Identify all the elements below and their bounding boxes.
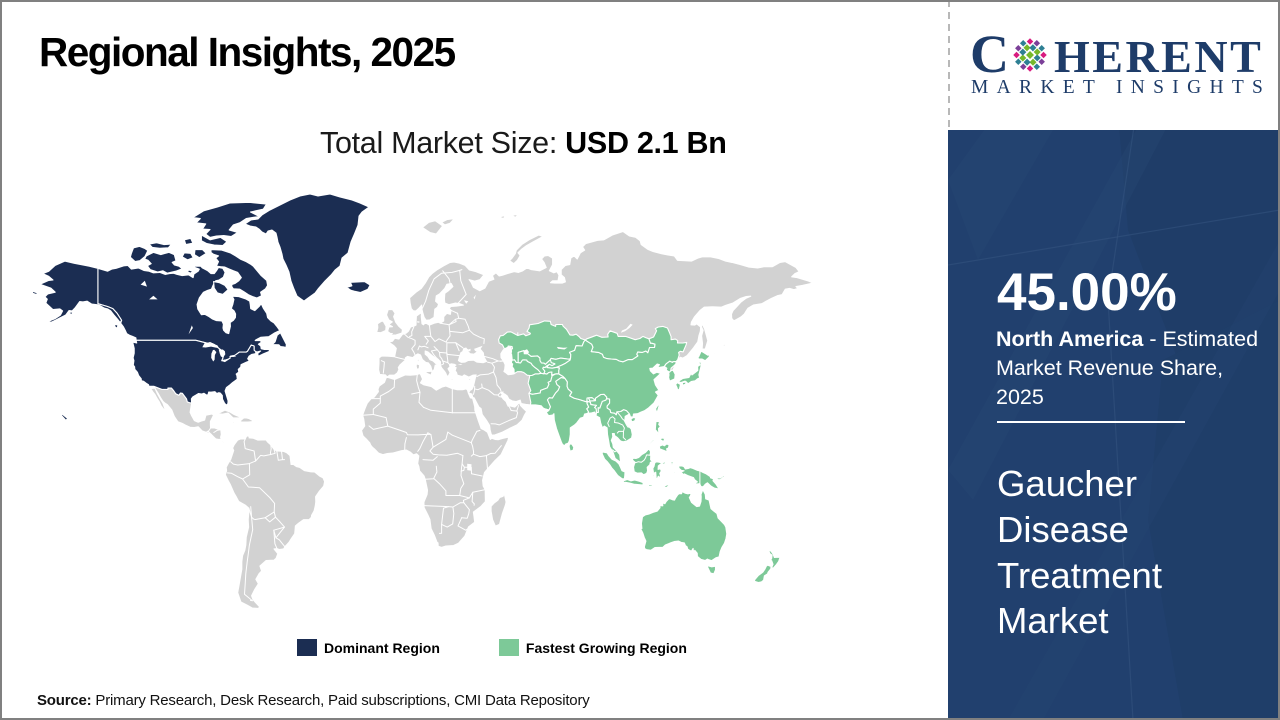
svg-text:MARKET INSIGHTS: MARKET INSIGHTS bbox=[971, 77, 1270, 98]
svg-text:HERENT: HERENT bbox=[1054, 31, 1263, 82]
svg-text:C: C bbox=[970, 25, 1009, 84]
